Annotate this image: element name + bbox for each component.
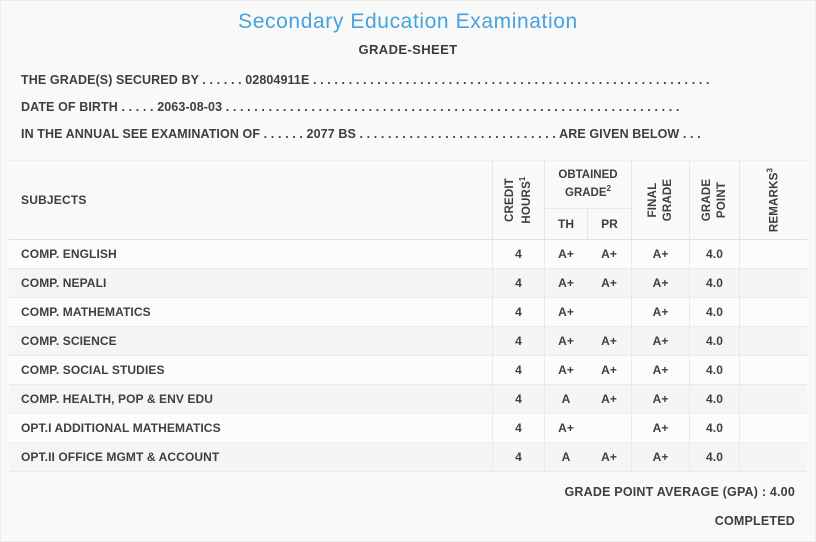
results-table: SUBJECTS CREDIT HOURS1 OBTAINED GRADE2 T… [9,160,807,472]
completion-status: COMPLETED [714,514,795,528]
col-header-grade-point: GRADE POINT [689,161,739,239]
info-line-date-of-birth: DATE OF BIRTH . . . . . 2063-08-03 . . .… [21,100,680,114]
results-table-body: COMP. ENGLISH 4 A+ A+ A+ 4.0 COMP. NEPAL… [9,240,807,472]
table-row: COMP. SOCIAL STUDIES 4 A+ A+ A+ 4.0 [9,356,807,385]
col-header-obtained-grade: OBTAINED GRADE2 [544,161,631,209]
exam-title: Secondary Education Examination [238,10,578,33]
grade-sheet-subtitle: GRADE-SHEET [358,42,458,57]
col-header-subjects: SUBJECTS [21,193,87,207]
table-row: COMP. ENGLISH 4 A+ A+ A+ 4.0 [9,240,807,269]
col-header-final-grade: FINAL GRADE [631,161,689,239]
table-row: COMP. SCIENCE 4 A+ A+ A+ 4.0 [9,327,807,356]
table-row: OPT.II OFFICE MGMT & ACCOUNT 4 A A+ A+ 4… [9,443,807,472]
info-line-exam-year: IN THE ANNUAL SEE EXAMINATION OF . . . .… [21,127,701,141]
col-header-remarks: REMARKS3 [739,161,807,239]
table-row: OPT.I ADDITIONAL MATHEMATICS 4 A+ A+ 4.0 [9,414,807,443]
candidate-info: THE GRADE(S) SECURED BY . . . . . . 0280… [21,73,795,141]
col-header-credit-hours: CREDIT HOURS1 [492,161,544,239]
results-table-header: SUBJECTS CREDIT HOURS1 OBTAINED GRADE2 T… [9,160,807,240]
gpa-summary: GRADE POINT AVERAGE (GPA) : 4.00 [564,485,795,499]
table-row: COMP. HEALTH, POP & ENV EDU 4 A A+ A+ 4.… [9,385,807,414]
col-header-pr: PR [587,209,631,239]
table-row: COMP. MATHEMATICS 4 A+ A+ 4.0 [9,298,807,327]
table-row: COMP. NEPALI 4 A+ A+ A+ 4.0 [9,269,807,298]
info-line-grades-secured: THE GRADE(S) SECURED BY . . . . . . 0280… [21,73,710,87]
col-header-th: TH [544,209,587,239]
